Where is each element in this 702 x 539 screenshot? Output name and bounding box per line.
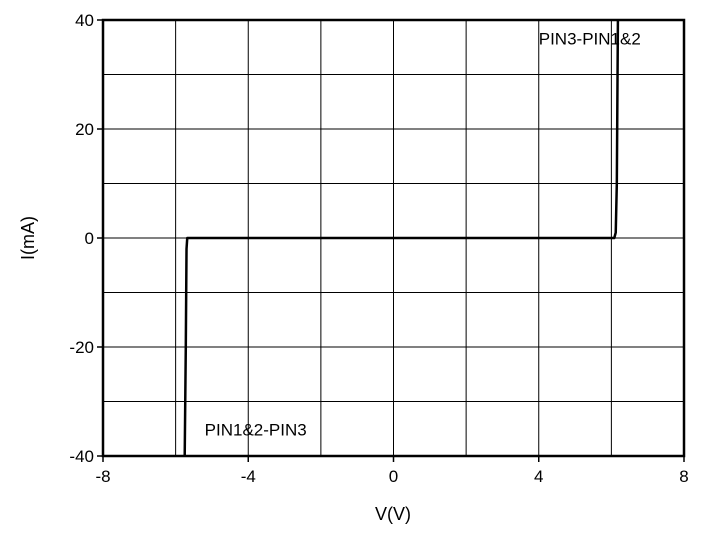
y-tick-label: 40 [75,11,94,30]
x-tick-label: -4 [241,467,256,486]
y-axis-label: I(mA) [18,216,38,260]
x-tick-label: 0 [389,467,398,486]
annotation-label-2: PIN1&2-PIN3 [205,420,307,439]
x-axis-label: V(V) [375,504,411,524]
y-tick-label: -20 [69,338,94,357]
x-tick-label: -8 [95,467,110,486]
series-line-1 [183,19,620,457]
y-tick-label: 20 [75,120,94,139]
x-tick-label: 8 [679,467,688,486]
y-tick-label: 0 [85,229,94,248]
x-tick-label: 4 [534,467,543,486]
series-layer [183,19,620,457]
y-tick-label: -40 [69,447,94,466]
annotation-label-1: PIN3-PIN1&2 [539,30,641,49]
annotation-layer: PIN3-PIN1&2 PIN1&2-PIN3 [205,30,641,440]
